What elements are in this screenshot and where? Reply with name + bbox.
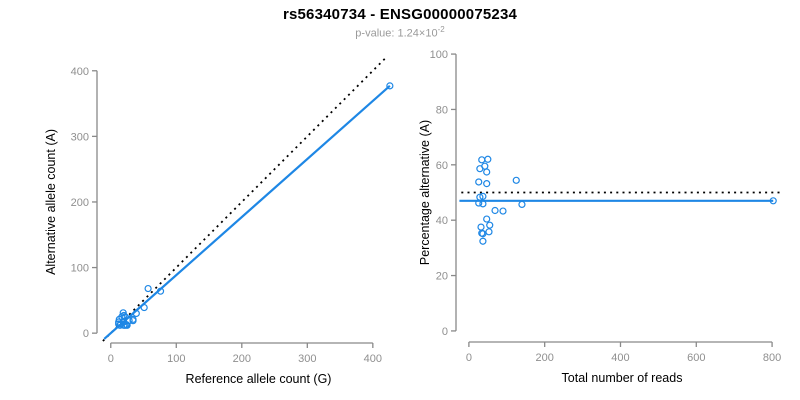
data-point <box>491 206 499 215</box>
data-point <box>769 197 777 205</box>
x-tick-label: 300 <box>298 353 316 365</box>
data-point <box>512 176 520 184</box>
data-point <box>518 200 526 209</box>
data-point <box>132 309 140 318</box>
data-point <box>386 82 394 90</box>
data-point <box>475 178 483 186</box>
data-point <box>140 303 148 312</box>
data-point <box>484 155 492 163</box>
y-axis-title: Alternative allele count (A) <box>44 129 58 275</box>
y-tick-label: 300 <box>71 131 89 143</box>
x-tick-label: 400 <box>611 352 629 364</box>
data-point <box>129 317 137 325</box>
x-tick-label: 800 <box>763 352 781 364</box>
y-tick-label: 20 <box>436 271 448 283</box>
data-point <box>477 223 485 231</box>
y-tick-label: 100 <box>71 263 89 275</box>
panel-ref-vs-alt-count: 0 100 200 300 400 0 100 200 300 400 Reference alle… <box>44 57 394 386</box>
y-tick-label: 60 <box>436 160 448 172</box>
data-point <box>485 228 493 236</box>
x-axis-title: Total number of reads <box>562 371 683 385</box>
plot-subtitle: p-value: 1.24×10-2 <box>0 25 800 40</box>
data-point <box>479 237 487 245</box>
data-point <box>478 229 486 237</box>
y-tick-label: 0 <box>83 328 89 340</box>
x-tick-label: 400 <box>364 353 382 365</box>
x-tick-label: 600 <box>687 352 705 364</box>
data-point <box>123 321 131 329</box>
panel-reads-vs-percentage: 0 200 400 600 800 0 20 40 60 80 100 Total number of… <box>418 49 781 385</box>
data-point <box>499 207 507 215</box>
y-axis-title: Percentage alternative (A) <box>418 120 432 265</box>
y-tick-label: 40 <box>436 215 448 227</box>
x-axis-title: Reference allele count (G) <box>186 372 332 386</box>
data-point <box>475 199 483 207</box>
pvalue-text: p-value: 1.24×10 <box>355 27 438 40</box>
y-tick-label: 100 <box>430 49 448 61</box>
data-points <box>115 82 394 329</box>
identity-line <box>102 57 387 342</box>
x-tick-label: 0 <box>108 353 114 365</box>
y-tick-label: 400 <box>71 66 89 78</box>
data-point <box>144 284 152 293</box>
x-tick-label: 100 <box>167 353 185 365</box>
data-point <box>479 200 487 208</box>
y-tick-label: 200 <box>71 197 89 209</box>
data-point <box>483 168 491 176</box>
y-tick-label: 80 <box>436 104 448 116</box>
data-point <box>479 192 487 200</box>
data-points <box>475 155 777 245</box>
data-point <box>476 165 484 173</box>
plot-title: rs56340734 - ENSG00000075234 <box>282 6 518 23</box>
fit-line <box>103 85 391 340</box>
data-point <box>486 221 494 229</box>
x-tick-label: 200 <box>233 353 251 365</box>
data-point <box>478 156 486 164</box>
data-point <box>483 215 491 223</box>
data-point <box>156 287 165 295</box>
y-tick-label: 0 <box>442 326 448 338</box>
data-point <box>483 180 491 188</box>
x-tick-label: 0 <box>466 352 472 364</box>
x-tick-label: 200 <box>536 352 554 364</box>
pvalue-exponent: -2 <box>437 25 445 34</box>
